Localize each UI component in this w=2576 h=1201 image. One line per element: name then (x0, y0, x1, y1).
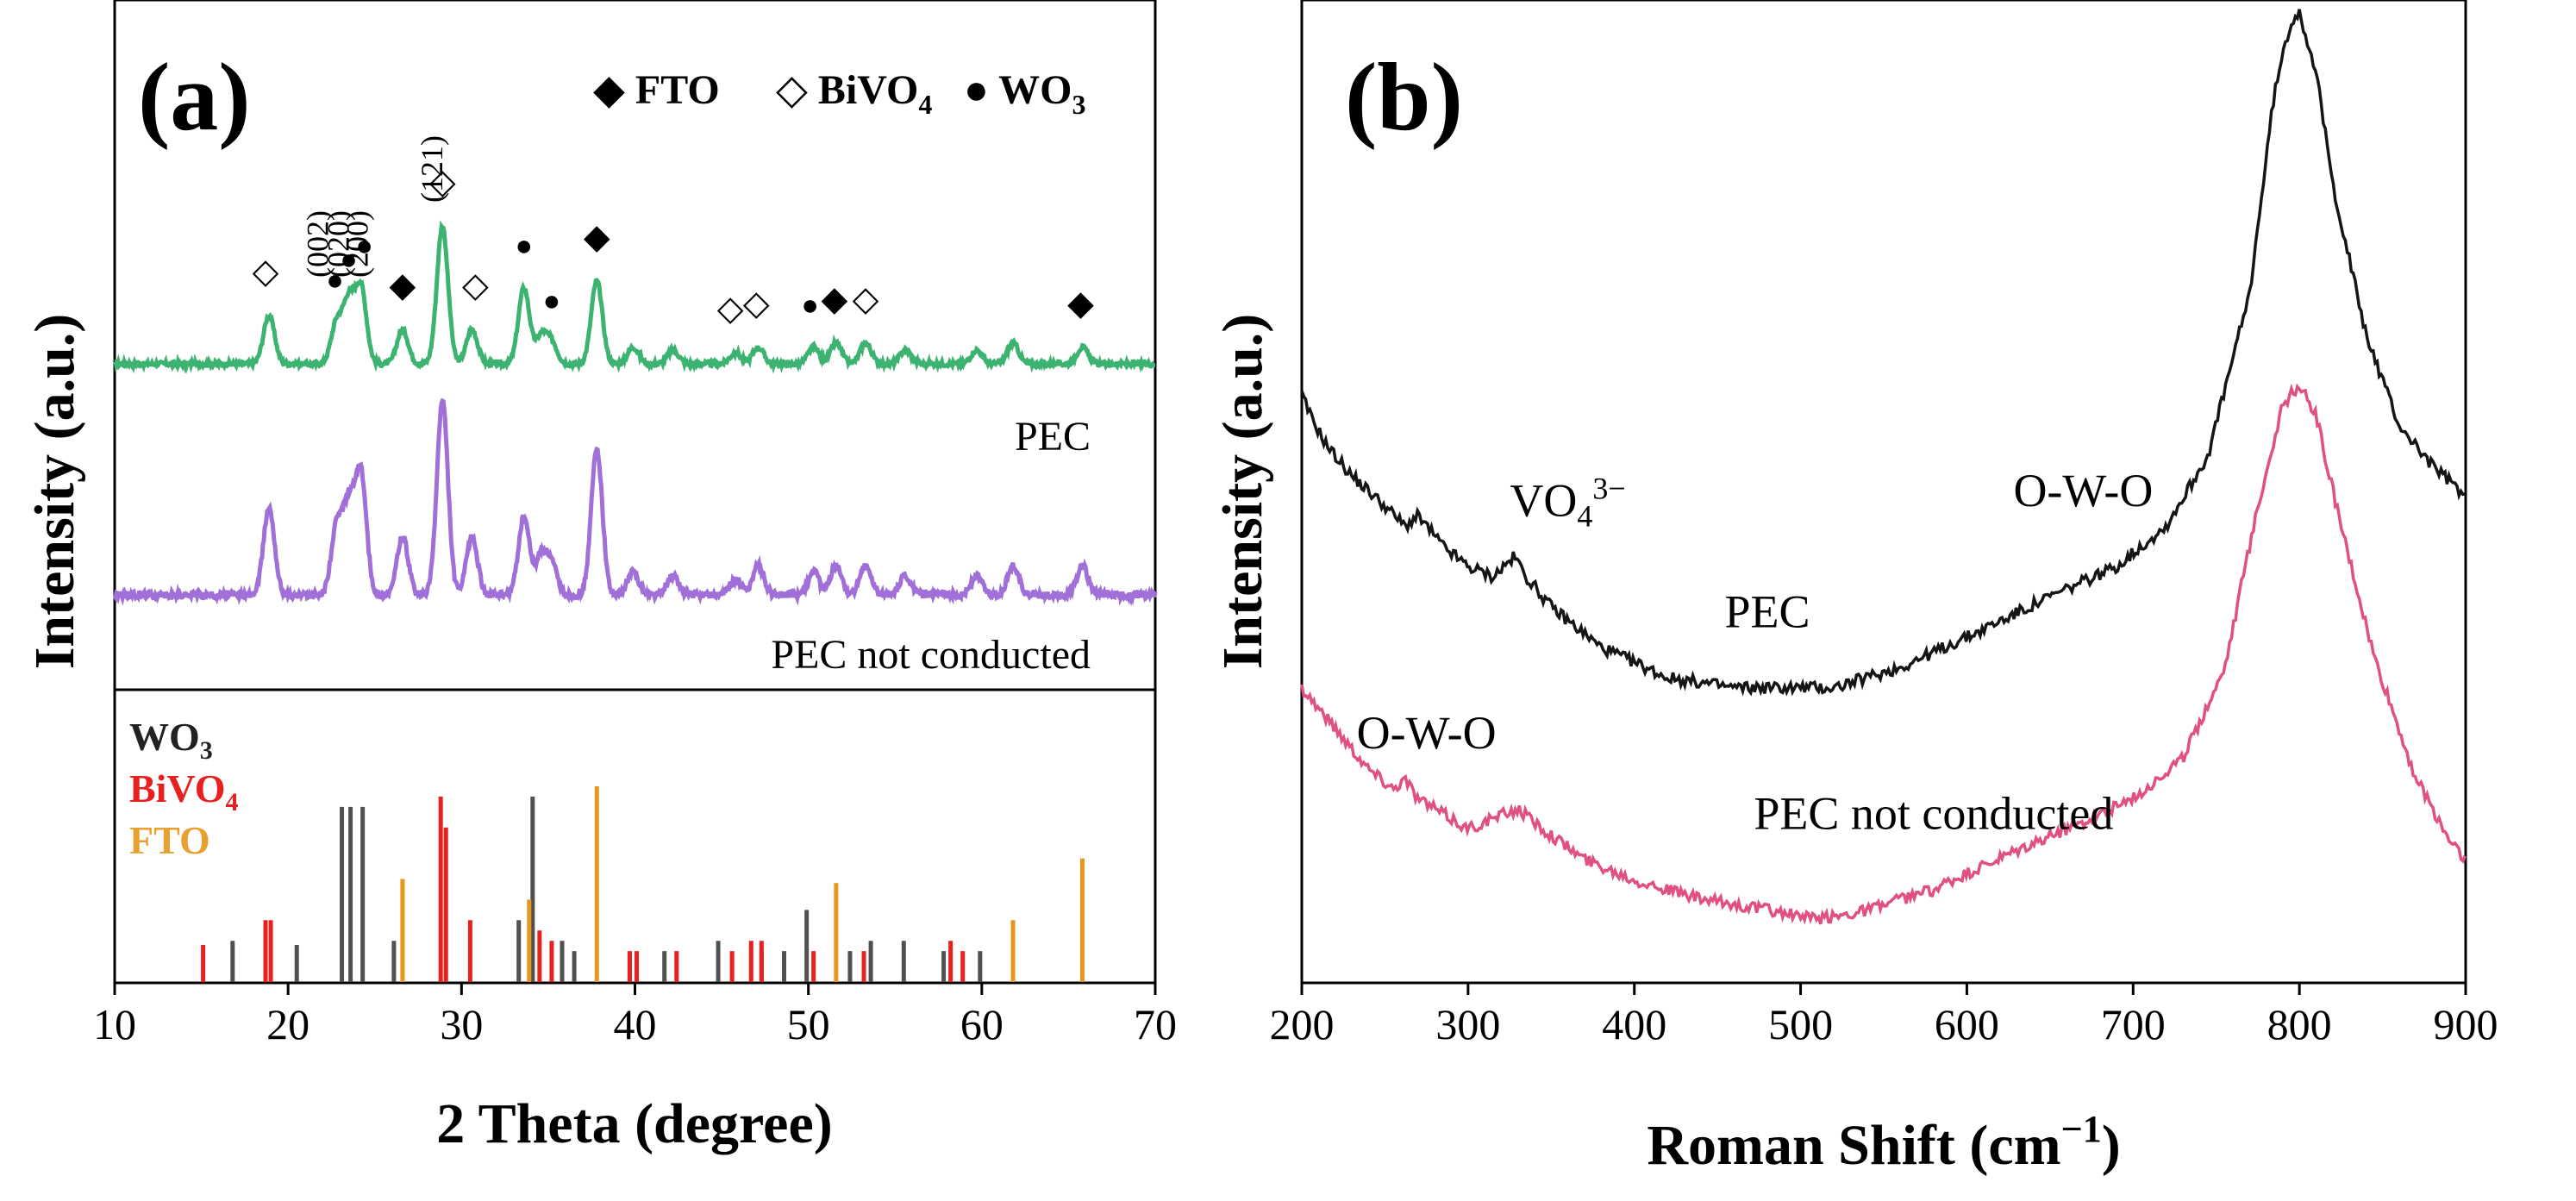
panel-b-x-axis-label: Roman Shift (cm−1) (1647, 1108, 2120, 1177)
x-tick-label: 700 (2101, 1000, 2166, 1048)
x-tick-label: 400 (1602, 1000, 1666, 1048)
peak-marker: ◇ (743, 284, 770, 322)
miller-index: (020) (322, 210, 356, 278)
miller-index: (002) (300, 210, 335, 278)
panel-a: (a) ◆ FTO ◇ BiVO4 ● WO3 ◇ ●●●◇◆ ◇●●◆◇ ◇ ● ◆ ◇ ◆ (… (23, 0, 1177, 1155)
peak-marker: ● (801, 290, 819, 322)
peak-marker: ◇ (853, 279, 879, 318)
panel-a-miller-indices: (002)(020)(200) (121) (300, 135, 449, 278)
x-tick-label: 30 (440, 1000, 483, 1048)
peak-marker: ● (326, 265, 344, 297)
peak-marker: ◇ (429, 162, 456, 201)
reference-label-fto: FTO (129, 818, 210, 862)
x-tick-label: 200 (1270, 1000, 1335, 1048)
panel-a-series-labels: PEC PEC not conducted (771, 414, 1091, 678)
panel-b-label: (b) (1345, 44, 1463, 151)
x-tick-label: 40 (614, 1000, 657, 1048)
x-tick-label: 70 (1134, 1000, 1177, 1048)
panel-b-frame (1300, 0, 2467, 985)
xrd-series-pec (113, 220, 1156, 375)
annotation: VO43− (1510, 472, 1625, 534)
peak-marker: ◇ (462, 266, 489, 304)
x-tick-label: 800 (2267, 1000, 2332, 1048)
panel-a-legend: ◆ FTO ◇ BiVO4 ● WO3 (593, 67, 1085, 120)
peak-marker: ◆ (584, 217, 610, 256)
series-label-pec-not-conducted: PEC not conducted (771, 632, 1091, 678)
peak-marker: ● (340, 244, 358, 276)
peak-marker: ● (543, 285, 561, 317)
peak-marker: ◆ (390, 266, 416, 304)
x-tick-label: 50 (787, 1000, 830, 1048)
reference-label-bivo: BiVO4 (129, 766, 239, 816)
panel-b-series (1300, 9, 2467, 925)
panel-a-reference-lines (201, 785, 1085, 982)
annotation: O-W-O (2013, 465, 2153, 516)
legend-entry-fto: ◆ FTO (593, 67, 720, 113)
peak-marker: ◇ (717, 289, 744, 328)
x-tick-label: 500 (1768, 1000, 1833, 1048)
x-tick-label: 900 (2434, 1000, 2498, 1048)
raman-series-pec-not-conducted (1300, 383, 2467, 925)
panel-a-y-axis-label: Intensity (a.u.) (23, 314, 86, 670)
peak-marker: ◇ (253, 252, 279, 291)
peak-marker: ◆ (821, 279, 847, 318)
legend-entry-wo: ● WO3 (964, 67, 1085, 120)
panel-b-y-axis-label: Intensity (a.u.) (1211, 314, 1274, 670)
xrd-series-pec-not-conducted (112, 397, 1158, 607)
series-label-pec: PEC (1015, 414, 1091, 460)
annotation: PEC (1724, 585, 1810, 637)
x-tick-label: 300 (1435, 1000, 1500, 1048)
panel-a-series (112, 220, 1158, 607)
peak-marker: ◆ (1067, 284, 1094, 322)
reference-label-wo: WO3 (129, 715, 213, 765)
miller-index: (200) (341, 210, 375, 278)
panel-a-label: (a) (138, 44, 251, 151)
panel-b-x-ticks: 200 300 400 500 600 700 800 900 (1270, 983, 2498, 1048)
peak-marker: ● (515, 230, 533, 262)
legend-entry-bivo: ◇ BiVO4 (776, 67, 932, 120)
annotation: O-W-O (1357, 707, 1497, 759)
x-tick-label: 20 (266, 1000, 309, 1048)
panel-a-peak-markers: ◇ ●●●◇◆ ◇●●◆◇ ◇ ● ◆ ◇ ◆ (253, 162, 1094, 328)
panel-a-x-ticks: 10 20 30 40 50 60 70 (93, 983, 1177, 1048)
miller-index: (121) (415, 135, 449, 203)
x-tick-label: 10 (93, 1000, 136, 1048)
x-tick-label: 60 (960, 1000, 1004, 1048)
annotation: PEC not conducted (1754, 787, 2113, 839)
panel-a-x-axis-label: 2 Theta (degree) (436, 1092, 832, 1155)
raman-series-pec (1300, 9, 2466, 697)
peak-marker: ● (355, 230, 373, 262)
x-tick-label: 600 (1935, 1000, 1999, 1048)
